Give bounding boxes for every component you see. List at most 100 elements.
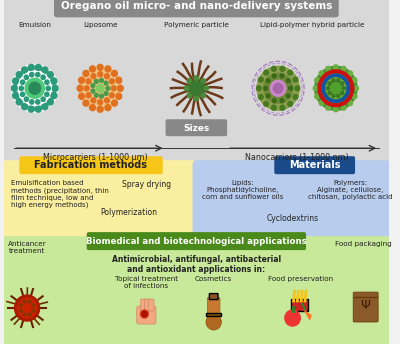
Circle shape <box>140 310 148 318</box>
Text: Emulsification based
methods (precipitation, thin
film technique, low and
high e: Emulsification based methods (precipitat… <box>11 180 109 208</box>
Circle shape <box>105 105 111 111</box>
Text: Polymers:
Alginate, cellulose,
chitosan, polylactic acid: Polymers: Alginate, cellulose, chitosan,… <box>308 180 392 200</box>
Circle shape <box>29 82 40 94</box>
Text: Ψ: Ψ <box>361 299 371 312</box>
Circle shape <box>334 107 338 112</box>
Circle shape <box>91 89 95 93</box>
Circle shape <box>336 79 340 83</box>
Circle shape <box>315 66 357 110</box>
Text: Oregano oil micro- and nano-delivery systems: Oregano oil micro- and nano-delivery sys… <box>61 1 332 11</box>
Circle shape <box>326 78 346 98</box>
Circle shape <box>86 93 91 98</box>
Circle shape <box>100 78 104 83</box>
FancyBboxPatch shape <box>353 292 378 322</box>
Text: Fabrication methods: Fabrication methods <box>34 160 147 170</box>
Text: Polymeric particle: Polymeric particle <box>164 22 229 28</box>
Circle shape <box>341 105 346 110</box>
Text: Emulsion: Emulsion <box>18 22 51 28</box>
Circle shape <box>352 94 357 99</box>
Circle shape <box>111 86 116 91</box>
Circle shape <box>52 85 58 92</box>
Circle shape <box>204 86 208 91</box>
Circle shape <box>41 75 45 79</box>
Circle shape <box>28 64 34 71</box>
Circle shape <box>315 78 320 83</box>
Circle shape <box>28 300 31 303</box>
Circle shape <box>256 86 261 91</box>
Text: Spray drying: Spray drying <box>122 180 171 189</box>
Circle shape <box>84 86 89 91</box>
Circle shape <box>348 71 352 76</box>
Circle shape <box>42 103 48 110</box>
Circle shape <box>97 106 103 112</box>
Circle shape <box>12 85 18 92</box>
Circle shape <box>313 86 318 91</box>
Circle shape <box>97 64 103 70</box>
FancyBboxPatch shape <box>87 232 306 250</box>
Circle shape <box>42 67 48 73</box>
Circle shape <box>342 86 345 90</box>
Circle shape <box>77 85 83 91</box>
Circle shape <box>100 94 104 98</box>
Circle shape <box>264 86 268 90</box>
Circle shape <box>14 295 40 321</box>
Circle shape <box>28 106 34 112</box>
Circle shape <box>24 75 28 79</box>
Circle shape <box>340 82 344 85</box>
Circle shape <box>187 93 192 98</box>
Circle shape <box>45 80 49 84</box>
Circle shape <box>289 86 292 90</box>
Circle shape <box>25 78 44 98</box>
FancyBboxPatch shape <box>274 156 355 174</box>
Circle shape <box>194 76 199 81</box>
Circle shape <box>16 99 22 105</box>
Circle shape <box>94 93 98 97</box>
Circle shape <box>79 66 121 110</box>
Circle shape <box>272 66 276 71</box>
Circle shape <box>266 79 270 83</box>
Text: Food preservation: Food preservation <box>268 276 333 282</box>
Circle shape <box>22 103 28 110</box>
Circle shape <box>79 77 84 83</box>
Text: Materials: Materials <box>289 160 340 170</box>
Circle shape <box>20 92 25 97</box>
Circle shape <box>264 73 292 103</box>
Text: Anticancer
treatment: Anticancer treatment <box>8 241 46 254</box>
Circle shape <box>24 97 28 101</box>
Circle shape <box>187 79 192 84</box>
Circle shape <box>270 80 286 96</box>
Circle shape <box>90 66 95 72</box>
Circle shape <box>341 66 346 72</box>
Text: Antimicrobial, antifungal, antibacterial
and antioxidant applications in:: Antimicrobial, antifungal, antibacterial… <box>112 255 281 275</box>
Circle shape <box>331 83 341 93</box>
Circle shape <box>46 86 50 90</box>
FancyBboxPatch shape <box>192 160 390 240</box>
Circle shape <box>184 86 189 91</box>
Text: Sizes: Sizes <box>183 124 210 133</box>
Circle shape <box>13 92 19 99</box>
Circle shape <box>35 64 41 71</box>
Circle shape <box>280 66 285 71</box>
Circle shape <box>273 83 283 93</box>
Circle shape <box>23 300 26 303</box>
Circle shape <box>98 72 102 77</box>
Circle shape <box>41 97 45 101</box>
Circle shape <box>28 313 31 316</box>
Polygon shape <box>303 309 312 321</box>
Circle shape <box>264 70 268 75</box>
Circle shape <box>51 78 57 84</box>
Circle shape <box>352 78 357 83</box>
Circle shape <box>326 66 330 72</box>
Circle shape <box>35 106 41 112</box>
Circle shape <box>328 82 331 85</box>
Circle shape <box>51 92 57 99</box>
FancyBboxPatch shape <box>3 160 196 240</box>
Circle shape <box>91 98 96 103</box>
Circle shape <box>36 73 40 77</box>
Circle shape <box>106 86 110 90</box>
Circle shape <box>288 70 292 75</box>
Circle shape <box>16 72 22 78</box>
Circle shape <box>285 310 300 326</box>
Circle shape <box>332 94 335 98</box>
Circle shape <box>18 298 37 318</box>
